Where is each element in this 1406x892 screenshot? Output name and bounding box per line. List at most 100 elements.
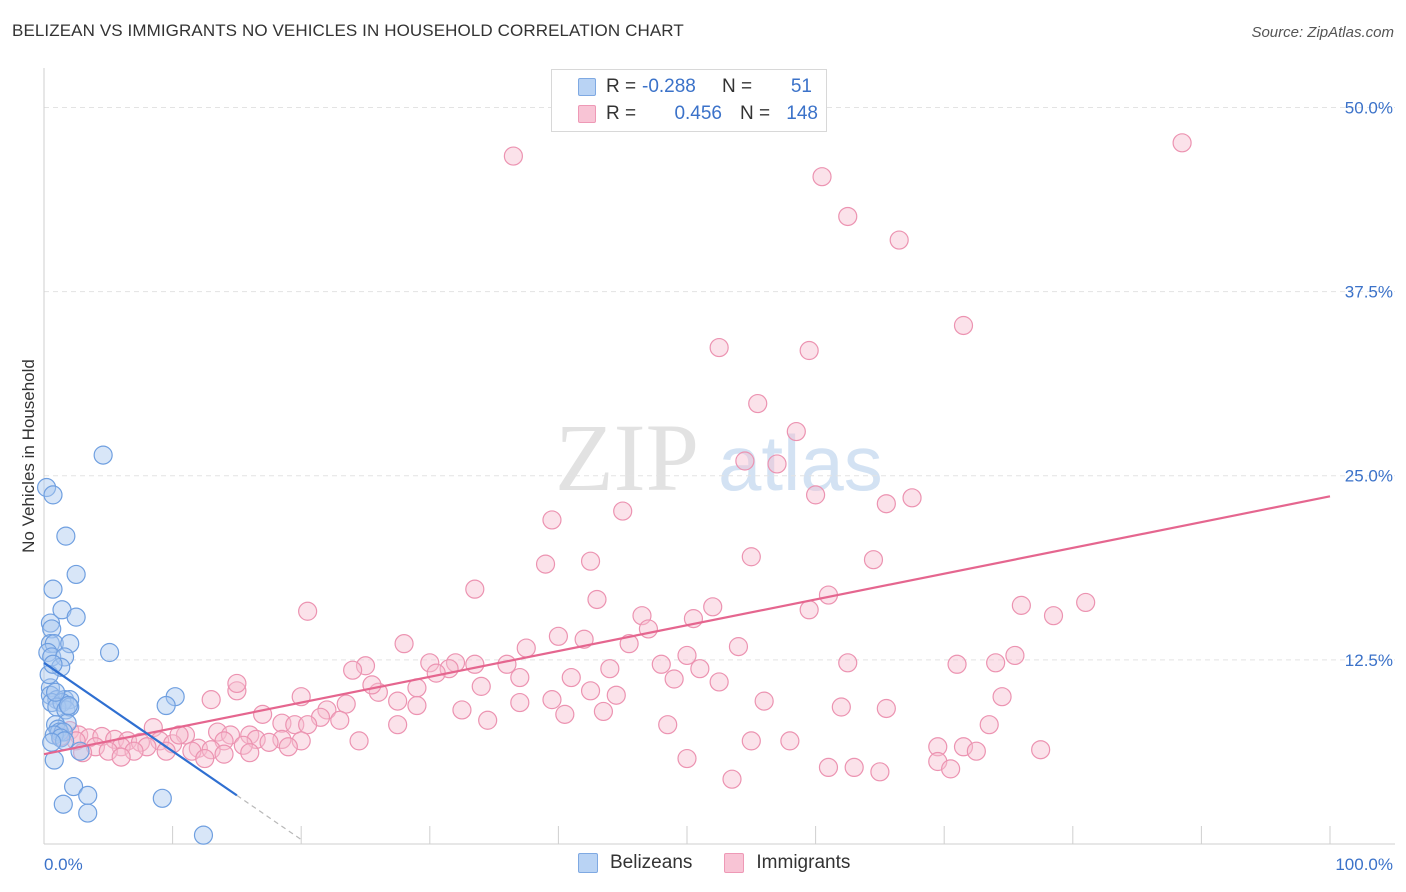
immigrants-point	[767, 454, 787, 474]
source-note: Source: ZipAtlas.com	[1251, 24, 1394, 41]
immigrants-point	[690, 659, 710, 679]
legend-r-value: -0.288	[642, 76, 696, 97]
immigrants-point	[465, 579, 485, 599]
immigrants-point	[111, 747, 131, 767]
immigrants-point	[1011, 595, 1031, 615]
belizeans-point	[78, 803, 98, 823]
immigrants-point	[709, 672, 729, 692]
immigrants-point	[407, 695, 427, 716]
y-tick-label: 12.5%	[1345, 651, 1393, 670]
immigrants-point	[619, 634, 639, 654]
immigrants-point	[510, 692, 530, 713]
immigrants-point	[478, 710, 498, 730]
immigrants-point	[542, 690, 562, 710]
immigrants-point	[902, 488, 922, 508]
immigrants-point	[259, 732, 279, 752]
legend-r-value: 0.456	[674, 103, 722, 124]
legend-swatch-belizeans	[578, 853, 598, 873]
legend-row-immigrants: R = 0.456 N = 148	[578, 102, 818, 126]
belizeans-point	[99, 642, 120, 663]
axes	[43, 68, 1395, 845]
immigrants-point	[941, 759, 961, 779]
immigrants-point	[844, 757, 864, 778]
immigrants-point	[330, 710, 350, 730]
belizeans-point	[56, 526, 76, 546]
belizeans-point	[40, 613, 61, 633]
belizeans-point	[78, 785, 98, 805]
immigrants-point	[1043, 606, 1064, 626]
watermark-atlas: atlas	[718, 419, 883, 507]
legend-r-label: R =	[606, 76, 637, 97]
immigrants-point	[548, 626, 569, 646]
immigrants-point	[298, 601, 318, 621]
belizeans-point	[93, 445, 113, 465]
belizeans-point	[43, 485, 63, 505]
legend-swatch-blue	[578, 78, 596, 96]
immigrants-point	[394, 634, 414, 654]
legend-n-label: N =	[740, 103, 771, 124]
trendlines	[43, 495, 1331, 841]
y-tick-label: 25.0%	[1345, 467, 1393, 486]
immigrants-point	[863, 550, 884, 570]
legend-n-label: N =	[722, 76, 753, 97]
x-tick-label: 0.0%	[44, 855, 83, 874]
immigrants-point	[966, 741, 986, 761]
belizeans-point	[36, 477, 57, 498]
legend-label-belizeans: Belizeans	[610, 852, 693, 873]
x-tick-labels: 0.0% 100.0%	[44, 855, 1393, 874]
immigrants-point	[928, 737, 948, 757]
immigrants-point	[587, 589, 607, 610]
belizeans-trendline	[43, 661, 238, 797]
immigrants-point	[1076, 592, 1096, 613]
immigrants-point	[805, 485, 826, 505]
immigrants-point	[709, 337, 729, 358]
immigrants-point	[336, 694, 356, 714]
legend-row-belizeans: R = -0.288 N = 51	[578, 75, 812, 99]
y-tick-label: 37.5%	[1345, 283, 1393, 302]
immigrants-point	[677, 645, 697, 666]
immigrants-point	[748, 393, 768, 414]
immigrants-point	[593, 701, 614, 722]
immigrants-point	[838, 653, 858, 673]
series-belizeans	[36, 445, 214, 845]
immigrants-point	[156, 741, 176, 761]
immigrants-point	[979, 715, 999, 735]
immigrants-point	[838, 206, 858, 227]
immigrants-point	[754, 691, 774, 711]
immigrants-point	[465, 654, 485, 674]
immigrants-point	[799, 600, 819, 620]
belizeans-point	[193, 825, 214, 845]
legend-swatch-pink	[578, 105, 596, 123]
immigrants-point	[355, 656, 376, 676]
immigrants-point	[741, 547, 761, 567]
immigrants-point	[876, 698, 896, 719]
legend-swatch-immigrants	[724, 853, 745, 873]
belizeans-point	[156, 695, 176, 716]
immigrants-point	[561, 667, 581, 688]
immigrants-point	[728, 637, 749, 657]
immigrants-point	[240, 743, 260, 763]
immigrants-point	[574, 629, 594, 649]
immigrants-point	[786, 421, 806, 442]
immigrants-point	[703, 597, 723, 617]
immigrants-point	[818, 757, 839, 778]
belizeans-point	[43, 654, 63, 674]
chart-title: BELIZEAN VS IMMIGRANTS NO VEHICLES IN HO…	[12, 21, 684, 40]
belizeans-point	[53, 794, 73, 814]
immigrants-point	[362, 675, 382, 695]
immigrants-point	[1172, 133, 1192, 153]
immigrants-point	[986, 653, 1006, 673]
belizeans-point	[43, 579, 63, 599]
legend-label-immigrants: Immigrants	[756, 852, 851, 873]
correlation-legend: R = -0.288 N = 51 R = 0.456 N = 148	[551, 69, 827, 132]
x-tick-label: 100.0%	[1335, 855, 1393, 874]
immigrants-point	[889, 230, 909, 250]
immigrants-point	[870, 762, 890, 782]
immigrants-point	[510, 667, 530, 688]
gridlines	[44, 106, 1395, 661]
belizeans-trendline-extension	[236, 794, 302, 841]
immigrants-point	[452, 700, 472, 720]
immigrants-point	[741, 731, 761, 751]
immigrants-point	[664, 669, 684, 689]
immigrants-point	[580, 681, 601, 701]
